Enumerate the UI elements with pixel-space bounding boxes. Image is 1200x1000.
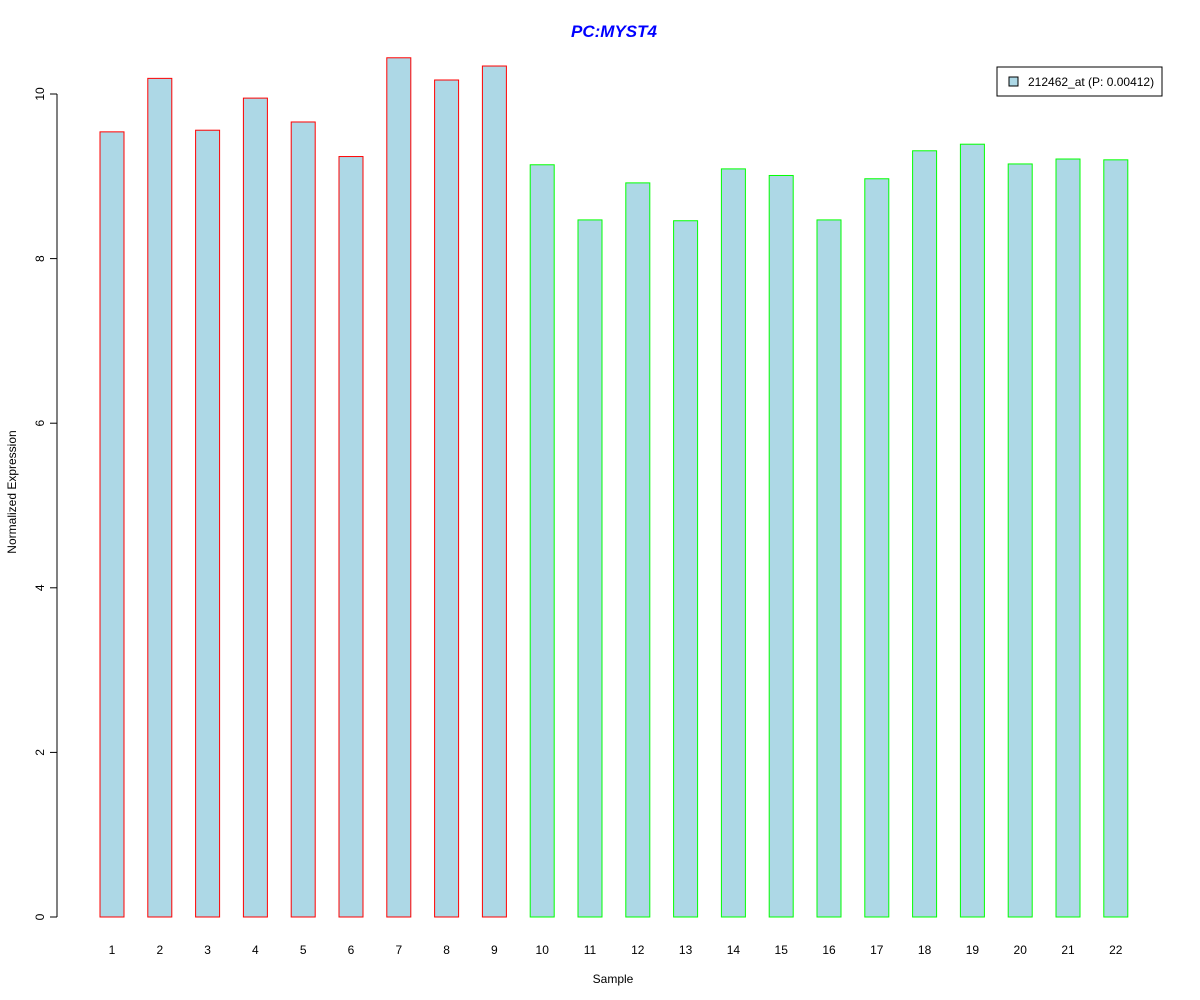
x-tick-label: 6: [348, 943, 355, 957]
y-tick-label: 6: [33, 420, 47, 427]
x-tick-label: 12: [631, 943, 645, 957]
y-tick-label: 0: [33, 913, 47, 920]
x-tick-label: 5: [300, 943, 307, 957]
x-tick-label: 15: [775, 943, 789, 957]
bar-sample-15: [768, 174, 794, 918]
bars: [99, 57, 1129, 918]
x-tick-label: 4: [252, 943, 259, 957]
bar-sample-10: [529, 164, 555, 918]
x-tick-label: 7: [395, 943, 402, 957]
bar-sample-13: [673, 220, 699, 918]
y-tick-label: 8: [33, 255, 47, 262]
bar-sample-3: [195, 129, 221, 918]
legend-swatch: [1008, 76, 1019, 87]
x-tick-label: 17: [870, 943, 884, 957]
legend-label: 212462_at (P: 0.00412): [1028, 75, 1154, 89]
x-tick-label: 3: [204, 943, 211, 957]
x-tick-label: 20: [1014, 943, 1028, 957]
bar-sample-7: [386, 57, 412, 918]
x-tick-label: 11: [584, 943, 597, 957]
bar-sample-1: [99, 131, 125, 918]
bar-sample-18: [912, 150, 938, 918]
x-tick-label: 16: [822, 943, 836, 957]
bar-sample-9: [481, 65, 507, 918]
x-tick-label: 10: [536, 943, 550, 957]
bar-sample-12: [625, 182, 651, 918]
bar-sample-19: [959, 143, 985, 918]
bar-sample-6: [338, 156, 364, 918]
x-tick-label: 8: [443, 943, 450, 957]
legend-box: [996, 66, 1163, 97]
bar-sample-14: [720, 168, 746, 918]
bar-sample-17: [864, 178, 890, 918]
legend: 212462_at (P: 0.00412): [996, 66, 1163, 97]
bar-sample-5: [290, 121, 316, 918]
bar-sample-16: [816, 219, 842, 918]
y-tick-label: 4: [33, 584, 47, 591]
bar-sample-20: [1007, 163, 1033, 918]
x-tick-label: 19: [966, 943, 980, 957]
x-tick-label: 13: [679, 943, 693, 957]
x-tick-label: 18: [918, 943, 932, 957]
y-tick-label: 10: [33, 87, 47, 101]
bar-sample-21: [1055, 158, 1081, 918]
x-tick-label: 9: [491, 943, 498, 957]
bar-sample-8: [434, 79, 460, 918]
bar-sample-22: [1103, 159, 1129, 918]
bar-sample-4: [242, 97, 268, 918]
x-axis-title: Sample: [593, 972, 634, 986]
x-tick-label: 2: [156, 943, 163, 957]
y-axis: 0 2 4 6 8 10: [33, 87, 58, 920]
bar-sample-2: [147, 77, 173, 918]
chart-title: PC:MYST4: [571, 22, 658, 41]
x-tick-label: 14: [727, 943, 741, 957]
x-tick-label: 1: [109, 943, 116, 957]
bar-sample-11: [577, 219, 603, 918]
x-tick-label: 22: [1109, 943, 1123, 957]
x-tick-labels: 1 2 3 4 5 6 7 8 9 10 11 12 13 14 15 16 17 18 19 20 21 22: [109, 943, 1123, 957]
x-tick-label: 21: [1061, 943, 1075, 957]
y-axis-title: Normalized Expression: [5, 430, 19, 553]
y-tick-label: 2: [33, 749, 47, 756]
